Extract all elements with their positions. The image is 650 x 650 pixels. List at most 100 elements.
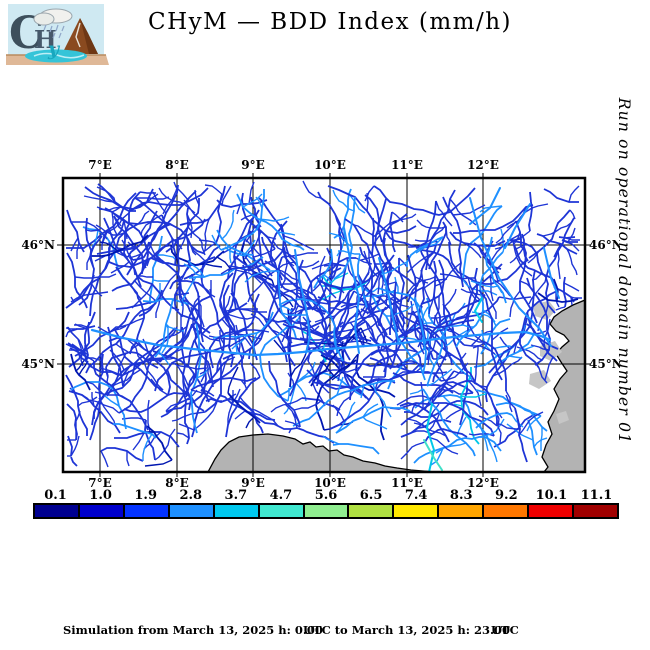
- river: [67, 342, 119, 376]
- river-branch: [380, 261, 408, 275]
- river-branch: [372, 222, 391, 238]
- river: [311, 381, 370, 401]
- river: [96, 223, 172, 255]
- colorbar-segment: [214, 505, 258, 517]
- river-branch: [162, 184, 179, 215]
- river-branch: [158, 351, 171, 367]
- river-branch: [141, 253, 149, 275]
- river-branch: [339, 314, 375, 328]
- river-branch: [444, 328, 471, 347]
- river: [255, 214, 273, 277]
- river-branch: [285, 277, 299, 290]
- river: [315, 359, 357, 431]
- river-branch: [183, 263, 205, 278]
- river-branch: [257, 216, 290, 222]
- river: [384, 230, 467, 283]
- river-branch: [386, 303, 415, 317]
- river-branch: [221, 185, 232, 206]
- river-branch: [95, 224, 125, 236]
- river: [389, 281, 397, 335]
- river: [422, 388, 476, 457]
- river: [373, 185, 476, 216]
- river-branch: [253, 248, 276, 258]
- adriatic-sea: [541, 299, 585, 472]
- river-branch: [407, 418, 430, 431]
- river-branch: [414, 276, 429, 284]
- river: [292, 380, 395, 427]
- river-branch: [413, 422, 447, 437]
- colorbar-value: 1.9: [134, 488, 157, 503]
- river: [389, 211, 396, 253]
- river-branch: [531, 203, 549, 209]
- river-branch: [435, 200, 453, 227]
- river-branch: [328, 232, 353, 248]
- river-branch: [563, 282, 580, 292]
- colorbar-segment: [35, 505, 78, 517]
- river-mincio: [414, 297, 426, 344]
- river-branch: [126, 451, 130, 467]
- river-delta-cyan: [474, 297, 483, 323]
- river-branch: [493, 281, 503, 294]
- river-branch: [220, 265, 254, 275]
- river-branch: [190, 245, 206, 262]
- colorbar-segment: [574, 505, 617, 517]
- lon-label-bottom: 11°E: [391, 476, 423, 490]
- river-branch: [152, 279, 169, 282]
- river-branch: [428, 294, 435, 315]
- river: [317, 191, 342, 281]
- river-branch: [107, 212, 130, 233]
- river-branch: [65, 331, 69, 338]
- river-branch: [201, 333, 221, 342]
- river: [146, 425, 173, 461]
- river-branch: [196, 367, 210, 379]
- river-branch: [362, 303, 371, 316]
- water-icon: [25, 49, 87, 63]
- river-branch: [115, 343, 129, 353]
- river-branch: [222, 311, 256, 320]
- river: [462, 205, 503, 281]
- river-map: 7°E 7°E 8°E 8°E 9°E 9°E 10°E 10°E 11°E 11°E 12°E 12…: [21, 158, 620, 490]
- river-branch: [459, 352, 467, 361]
- river-branch: [74, 324, 88, 328]
- lagoon-patch: [529, 370, 551, 389]
- river: [249, 231, 310, 324]
- river-branch: [171, 411, 206, 422]
- river-branch: [190, 325, 203, 335]
- river-branch: [566, 248, 578, 276]
- river-branch: [489, 234, 520, 264]
- river-branch: [281, 326, 291, 343]
- colorbar-segment: [259, 505, 303, 517]
- river-branch: [247, 279, 266, 303]
- river-branch: [228, 393, 237, 400]
- river-branch: [332, 189, 355, 212]
- river-branch: [142, 433, 153, 461]
- colorbar-segment: [529, 505, 573, 517]
- lat-label-left: 45°N: [21, 357, 55, 371]
- river: [475, 412, 513, 429]
- river-branch: [209, 288, 214, 302]
- river-branch: [244, 270, 279, 283]
- river-branch: [234, 410, 246, 420]
- river: [66, 252, 88, 309]
- lagoon-patch: [556, 411, 569, 424]
- river-branch: [221, 209, 235, 240]
- river-branch: [244, 239, 256, 255]
- river-branch: [426, 368, 453, 387]
- colorbar-segment: [304, 505, 348, 517]
- river-branch: [202, 218, 210, 255]
- river-branch: [404, 276, 436, 300]
- river-ne-branch-2: [504, 203, 531, 249]
- river: [528, 191, 533, 232]
- river-branch: [337, 366, 361, 373]
- river-branch: [517, 345, 535, 353]
- river: [513, 244, 553, 279]
- river: [478, 289, 503, 381]
- river: [277, 270, 297, 339]
- river: [495, 402, 548, 432]
- river-branch: [156, 348, 183, 362]
- river-branch: [71, 221, 108, 240]
- river-branch: [100, 450, 109, 468]
- river-branch: [364, 185, 375, 202]
- lat-label-right: 46°N: [589, 238, 620, 252]
- river-branch: [161, 272, 178, 297]
